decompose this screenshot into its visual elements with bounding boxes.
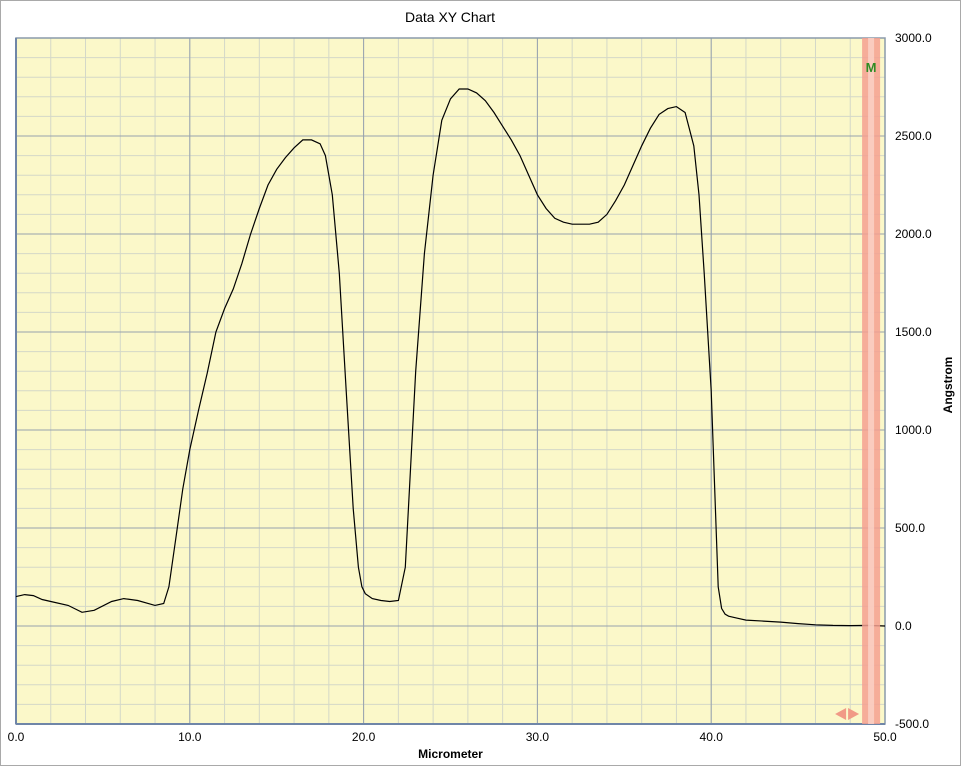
x-tick-label: 40.0: [700, 730, 724, 744]
x-axis-label: Micrometer: [418, 747, 483, 761]
axes: [15, 37, 886, 725]
y-tick-label: 1000.0: [895, 423, 932, 437]
marker-left-arrow-icon[interactable]: [835, 708, 847, 720]
y-tick-label: 500.0: [895, 521, 925, 535]
x-tick-label: 0.0: [8, 730, 25, 744]
y-tick-label: 2500.0: [895, 129, 932, 143]
y-tick-label: 1500.0: [895, 325, 932, 339]
plot-area: [16, 38, 885, 724]
series-line: [15, 88, 886, 627]
y-axis-label: Angstrom: [941, 357, 955, 414]
y-tick-label: 2000.0: [895, 227, 932, 241]
marker-label: M: [866, 60, 877, 75]
x-tick-label: 50.0: [873, 730, 897, 744]
y-tick-label: 0.0: [895, 619, 912, 633]
marker-band-highlight: [868, 38, 875, 724]
y-tick-label: 3000.0: [895, 31, 932, 45]
chart-title: Data XY Chart: [404, 9, 495, 25]
x-tick-label: 10.0: [178, 730, 202, 744]
y-tick-labels: 3000.0 2500.0 2000.0 1500.0 1000.0 500.0 0.0 -5…: [895, 31, 932, 731]
x-tick-label: 20.0: [352, 730, 376, 744]
marker[interactable]: M: [835, 38, 881, 724]
marker-right-arrow-icon[interactable]: [848, 708, 860, 720]
x-tick-labels: 0.0 10.0 20.0 30.0 40.0 50.0: [8, 730, 897, 744]
y-tick-label: -500.0: [895, 717, 929, 731]
x-tick-label: 30.0: [526, 730, 550, 744]
